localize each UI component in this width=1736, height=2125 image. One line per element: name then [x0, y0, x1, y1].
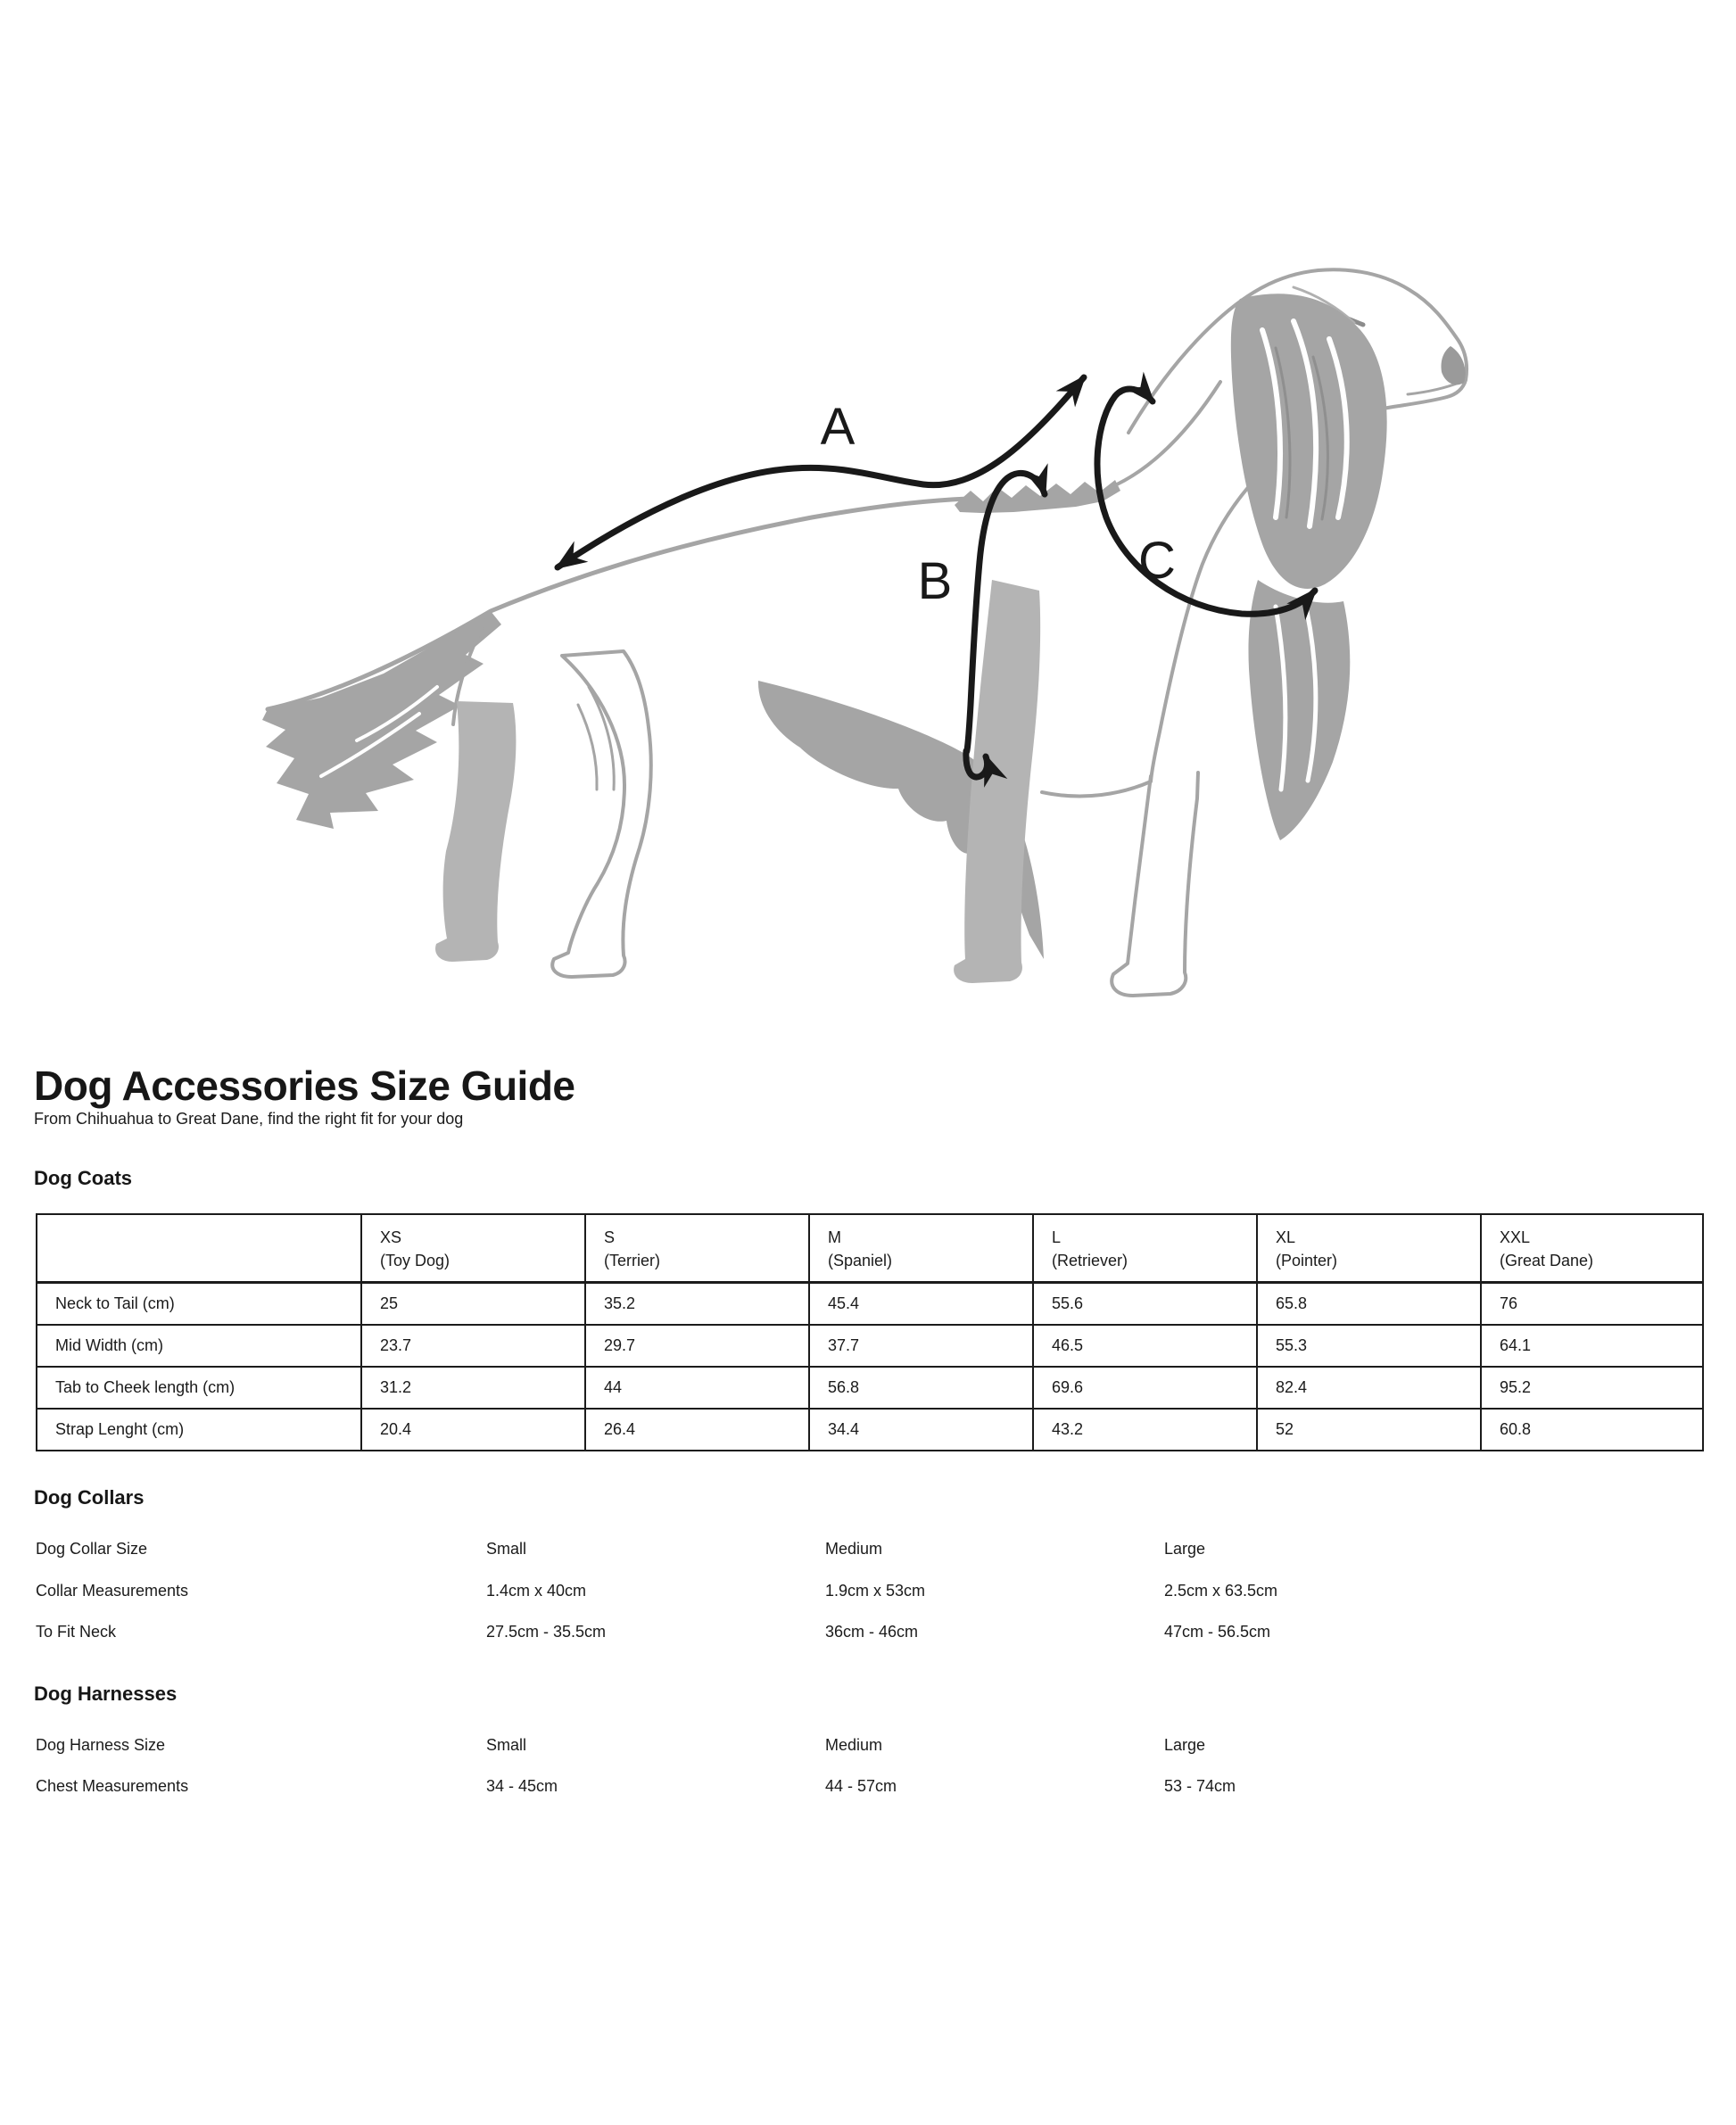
measurement-arrows — [554, 371, 1319, 788]
dog-measurement-diagram: A B C — [262, 268, 1468, 997]
cell: 52 — [1256, 1408, 1482, 1451]
cell: 56.8 — [808, 1366, 1034, 1410]
cell: 23.7 — [360, 1324, 586, 1368]
cell: 60.8 — [1480, 1408, 1704, 1451]
collar-neck-medium: 36cm - 46cm — [825, 1623, 919, 1641]
cell: 45.4 — [808, 1281, 1034, 1326]
coats-col-header-l: L (Retriever) — [1032, 1213, 1258, 1284]
cell: 95.2 — [1480, 1366, 1704, 1410]
table-row-tab-to-cheek: Tab to Cheek length (cm) 31.2 44 56.8 69… — [36, 1366, 1704, 1410]
collar-measurement-large: 2.5cm x 63.5cm — [1164, 1582, 1278, 1600]
table-row-mid-width: Mid Width (cm) 23.7 29.7 37.7 46.5 55.3 … — [36, 1324, 1704, 1368]
row-label: Mid Width (cm) — [36, 1324, 362, 1368]
arrow-a — [554, 374, 1087, 571]
harness-size-large: Large — [1164, 1736, 1206, 1754]
cell: 34.4 — [808, 1408, 1034, 1451]
cell: 82.4 — [1256, 1366, 1482, 1410]
coats-col-header-s: S (Terrier) — [584, 1213, 810, 1284]
collar-neck-large: 47cm - 56.5cm — [1164, 1623, 1271, 1641]
section-heading-dog-collars: Dog Collars — [34, 1486, 145, 1509]
collar-row-label: To Fit Neck — [36, 1623, 117, 1641]
cell: 65.8 — [1256, 1281, 1482, 1326]
arrow-c — [1094, 371, 1319, 621]
cell: 37.7 — [808, 1324, 1034, 1368]
collar-measurement-medium: 1.9cm x 53cm — [825, 1582, 926, 1600]
cell: 43.2 — [1032, 1408, 1258, 1451]
cell: 69.6 — [1032, 1366, 1258, 1410]
collar-row-label: Dog Collar Size — [36, 1540, 148, 1558]
row-label: Neck to Tail (cm) — [36, 1281, 362, 1326]
harness-chest-small: 34 - 45cm — [486, 1777, 558, 1795]
coats-col-header-xs: XS (Toy Dog) — [360, 1213, 586, 1284]
arrow-label-a: A — [821, 398, 856, 456]
page-title: Dog Accessories Size Guide — [34, 1062, 575, 1109]
cell: 55.3 — [1256, 1324, 1482, 1368]
table-row-strap-lenght: Strap Lenght (cm) 20.4 26.4 34.4 43.2 52… — [36, 1408, 1704, 1451]
cell: 76 — [1480, 1281, 1704, 1326]
section-heading-dog-coats: Dog Coats — [34, 1167, 132, 1189]
page-subtitle: From Chihuahua to Great Dane, find the r… — [34, 1110, 464, 1128]
coats-col-header-m: M (Spaniel) — [808, 1213, 1034, 1284]
harness-row-label: Dog Harness Size — [36, 1736, 166, 1754]
collar-size-large: Large — [1164, 1540, 1206, 1558]
harness-chest-large: 53 - 74cm — [1164, 1777, 1236, 1795]
cell: 20.4 — [360, 1408, 586, 1451]
cell: 64.1 — [1480, 1324, 1704, 1368]
harness-size-small: Small — [486, 1736, 527, 1754]
arrow-label-c: C — [1138, 532, 1176, 590]
cell: 46.5 — [1032, 1324, 1258, 1368]
collar-measurement-small: 1.4cm x 40cm — [486, 1582, 587, 1600]
harness-row-label: Chest Measurements — [36, 1777, 189, 1795]
dog-coats-size-table: XS (Toy Dog) S (Terrier) M (Spaniel) L (Retr… — [36, 1213, 1704, 1451]
cell: 35.2 — [584, 1281, 810, 1326]
collar-size-small: Small — [486, 1540, 527, 1558]
section-heading-dog-harnesses: Dog Harnesses — [34, 1683, 178, 1705]
collar-row-label: Collar Measurements — [36, 1582, 189, 1600]
coats-col-header-xxl: XXL (Great Dane) — [1480, 1213, 1704, 1284]
harness-chest-medium: 44 - 57cm — [825, 1777, 897, 1795]
coats-col-header-xl: XL (Pointer) — [1256, 1213, 1482, 1284]
cell: 25 — [360, 1281, 586, 1326]
cell: 44 — [584, 1366, 810, 1410]
dog-sketch — [262, 268, 1468, 997]
coats-corner-cell — [36, 1213, 362, 1284]
cell: 26.4 — [584, 1408, 810, 1451]
table-row-neck-to-tail: Neck to Tail (cm) 25 35.2 45.4 55.6 65.8… — [36, 1281, 1704, 1326]
cell: 31.2 — [360, 1366, 586, 1410]
row-label: Strap Lenght (cm) — [36, 1408, 362, 1451]
harness-size-medium: Medium — [825, 1736, 883, 1754]
arrow-label-b: B — [918, 552, 953, 610]
table-header-row: XS (Toy Dog) S (Terrier) M (Spaniel) L (Retr… — [36, 1213, 1704, 1284]
cell: 29.7 — [584, 1324, 810, 1368]
collar-neck-small: 27.5cm - 35.5cm — [486, 1623, 607, 1641]
arrow-b — [963, 463, 1048, 788]
collar-size-medium: Medium — [825, 1540, 883, 1558]
row-label: Tab to Cheek length (cm) — [36, 1366, 362, 1410]
cell: 55.6 — [1032, 1281, 1258, 1326]
